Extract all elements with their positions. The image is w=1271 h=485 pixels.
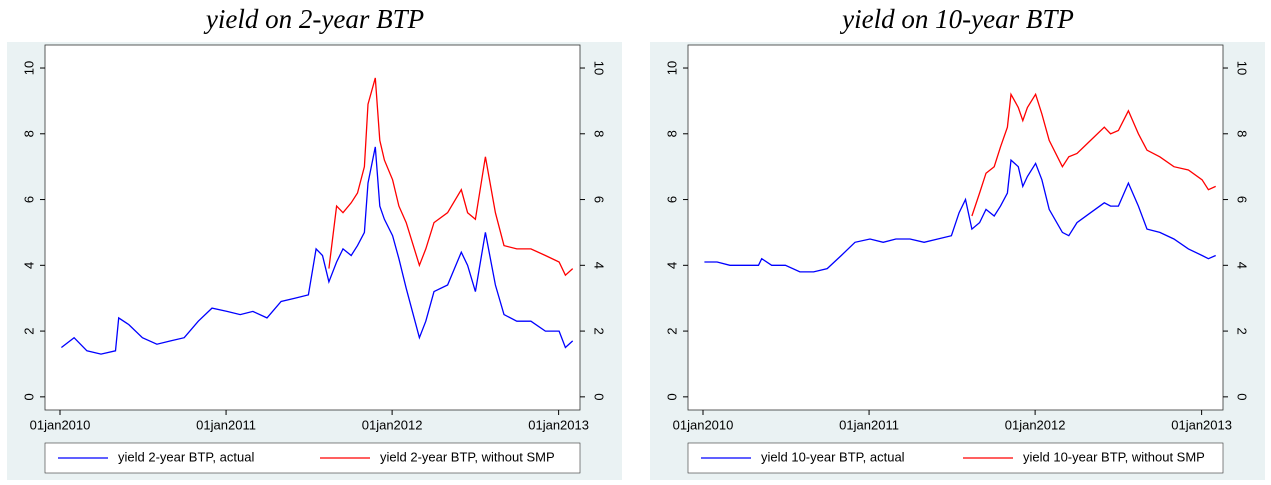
x-tick-label: 01jan2010 bbox=[673, 417, 734, 432]
legend-label: yield 2-year BTP, without SMP bbox=[380, 449, 555, 464]
chart-panel: yield on 2-year BTP 0 2 4 6 8 10 0 2 4 6 8 10 01jan20… bbox=[7, 4, 622, 480]
x-tick-label: 01jan2011 bbox=[196, 417, 256, 432]
legend-label: yield 10-year BTP, without SMP bbox=[1023, 449, 1205, 464]
x-tick-label: 01jan2012 bbox=[362, 417, 423, 432]
x-tick-label: 01jan2010 bbox=[30, 417, 91, 432]
y2-tick-label: 0 bbox=[1235, 393, 1250, 400]
y2-tick-label: 6 bbox=[1235, 196, 1250, 203]
y2-tick-label: 2 bbox=[592, 327, 607, 334]
y2-tick-label: 4 bbox=[592, 262, 607, 269]
y2-tick-label: 2 bbox=[1235, 327, 1250, 334]
y-tick-label: 10 bbox=[664, 61, 679, 75]
chart-panel: yield on 10-year BTP 0 2 4 6 8 10 0 2 4 6 8 10 01jan2… bbox=[650, 4, 1265, 480]
series-line bbox=[61, 146, 574, 355]
y-tick-label: 8 bbox=[664, 130, 679, 137]
x-tick-label: 01jan2011 bbox=[839, 417, 899, 432]
y-tick-label: 2 bbox=[664, 327, 679, 334]
y2-tick-label: 6 bbox=[592, 196, 607, 203]
y2-tick-label: 10 bbox=[592, 61, 607, 75]
chart-title: yield on 10-year BTP bbox=[839, 4, 1074, 34]
chart-title: yield on 2-year BTP bbox=[203, 4, 424, 34]
legend-label: yield 2-year BTP, actual bbox=[118, 449, 254, 464]
y2-tick-label: 4 bbox=[1235, 262, 1250, 269]
y-tick-label: 8 bbox=[21, 130, 36, 137]
y-tick-label: 4 bbox=[21, 262, 36, 269]
y-tick-label: 0 bbox=[21, 393, 36, 400]
series-line bbox=[704, 158, 1216, 273]
y2-tick-label: 0 bbox=[592, 393, 607, 400]
y-tick-label: 2 bbox=[21, 327, 36, 334]
y-tick-label: 10 bbox=[21, 61, 36, 75]
plot-area bbox=[44, 44, 581, 411]
y-tick-label: 4 bbox=[664, 262, 679, 269]
x-tick-label: 01jan2013 bbox=[528, 417, 589, 432]
y-tick-label: 6 bbox=[21, 196, 36, 203]
series-line bbox=[328, 77, 574, 277]
plot-area bbox=[687, 44, 1224, 411]
legend-label: yield 10-year BTP, actual bbox=[761, 449, 905, 464]
y2-tick-label: 8 bbox=[592, 130, 607, 137]
legend-box bbox=[687, 442, 1224, 474]
y2-tick-label: 8 bbox=[1235, 130, 1250, 137]
y2-tick-label: 10 bbox=[1235, 61, 1250, 75]
legend-box bbox=[44, 442, 581, 474]
x-tick-label: 01jan2012 bbox=[1005, 417, 1066, 432]
y-tick-label: 6 bbox=[664, 196, 679, 203]
x-tick-label: 01jan2013 bbox=[1171, 417, 1232, 432]
series-line bbox=[971, 92, 1216, 217]
y-tick-label: 0 bbox=[664, 393, 679, 400]
